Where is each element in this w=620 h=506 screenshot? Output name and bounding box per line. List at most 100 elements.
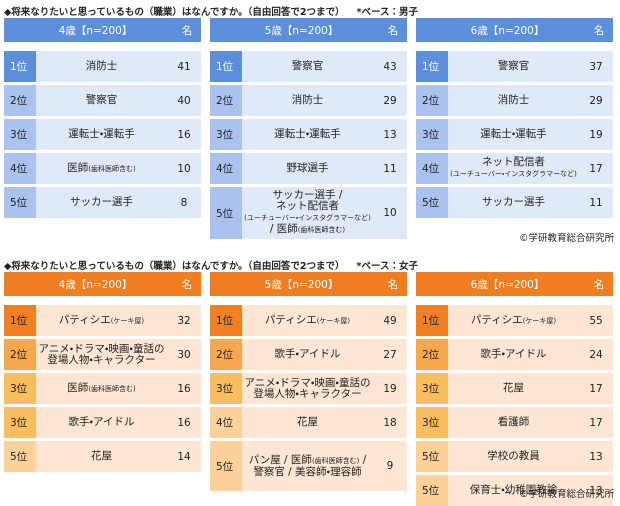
job-line: パティシエ(ケーキ屋)	[265, 314, 351, 327]
job-line: 警察官 / 美容師・理容師	[253, 465, 362, 478]
rank: 5位	[4, 441, 36, 472]
job: 警察官	[242, 51, 373, 82]
count: 43	[383, 60, 397, 73]
count: 40	[177, 94, 191, 107]
job-line: 保育士・幼稚園教諭	[469, 484, 558, 496]
header-title: 6歳【n=200】	[470, 24, 545, 37]
rank: 4位	[4, 153, 36, 184]
table-row: 4位 花屋 18	[210, 407, 407, 438]
job-text: パティシエ	[58, 313, 111, 326]
rank: 1位	[210, 305, 242, 336]
job: アニメ・ドラマ・映画・童話の 登場人物・キャラクター	[242, 373, 373, 404]
rank: 2位	[210, 85, 242, 116]
ranking-table: 4歳【n=200】 名 1位 消防士 41 2位 警察官 40 3位 運転士・運転手 16 4位 医師(…	[4, 18, 201, 239]
job-note: (歯科医師含む)	[297, 226, 346, 234]
job: 消防士	[36, 51, 167, 82]
job-text: /	[359, 453, 367, 466]
job-line: ネット配信者	[276, 200, 339, 212]
job: 花屋	[36, 441, 167, 472]
question-text: ◆将来なりたいと思っているもの（職業）はなんですか。（自由回答で2つまで）	[4, 261, 345, 272]
table-row: 2位 アニメ・ドラマ・映画・童話の 登場人物・キャラクター 30	[4, 339, 201, 370]
header-title: 4歳【n=200】	[58, 24, 133, 37]
table-row: 3位 看護師 17	[416, 407, 613, 438]
tables: 4歳【n=200】名 1位 消防士 41 2位 警察官 40 3位 運転士・運転手 16 4位 医師(…	[4, 18, 613, 239]
count: 13	[383, 128, 397, 141]
count: 18	[383, 416, 397, 429]
job-line: 花屋	[297, 416, 318, 428]
table-row: 5位 花屋 14	[4, 441, 201, 472]
rank: 5位	[416, 441, 448, 472]
table-row: 2位 歌手・アイドル 24	[416, 339, 613, 370]
job: 歌手・アイドル	[242, 339, 373, 370]
job-line: 歌手・アイドル	[480, 348, 547, 360]
ranking-table: 6歳【n=200】 名 1位 パティシエ(ケーキ屋) 55 2位 歌手・アイドル 24 3位 花屋…	[416, 272, 613, 506]
job: 警察官	[36, 85, 167, 116]
rank: 3位	[210, 373, 242, 404]
job-line: パン屋 / 医師(歯科医師含む) /	[248, 453, 367, 467]
job-line: サッカー選手	[70, 196, 133, 208]
job-note: (歯科医師含む)	[311, 456, 360, 465]
ranking-table: 6歳【n=200】名 1位 警察官 37 2位 消防士 29 3位 運転士・運転手 19 4位 ネット…	[416, 18, 613, 239]
job: 歌手・アイドル	[448, 339, 579, 370]
rank: 5位	[416, 475, 448, 506]
table-header: 4歳【n=200】 名	[4, 18, 201, 42]
job-text: パン屋 / 医師	[248, 453, 312, 466]
rank: 2位	[416, 339, 448, 370]
job: 運転士・運転手	[242, 119, 373, 150]
rank: 3位	[416, 373, 448, 404]
job-note: (歯科医師含む)	[88, 384, 136, 393]
job-note: (ケーキ屋)	[316, 316, 351, 325]
rank: 3位	[416, 119, 448, 150]
count: 10	[177, 162, 191, 175]
job: パティシエ(ケーキ屋)	[242, 305, 373, 336]
job-line: サッカー選手 /	[272, 189, 343, 201]
job: 運転士・運転手	[448, 119, 579, 150]
rank: 3位	[4, 407, 36, 438]
rank: 5位	[416, 187, 448, 218]
count: 17	[589, 382, 603, 395]
job: サッカー選手 / ネット配信者 (ユーチューバー・インスタグラマーなど) / 医師(歯…	[242, 187, 373, 239]
table-row: 2位 警察官 40	[4, 85, 201, 116]
job: 学校の教員	[448, 441, 579, 472]
count: 37	[589, 60, 603, 73]
job-text: パティシエ	[470, 313, 523, 326]
count: 11	[383, 162, 397, 175]
count: 55	[589, 314, 603, 327]
job-line: 運転士・運転手	[274, 128, 341, 140]
job: 医師(歯科医師含む)	[36, 153, 167, 184]
job: パン屋 / 医師(歯科医師含む) / 警察官 / 美容師・理容師	[242, 441, 373, 491]
ranking-table: 5歳【n=200】 名 1位 警察官 43 2位 消防士 29 3位 運転士・運転手 13 4位 野球選…	[210, 18, 407, 239]
table-row: 3位 アニメ・ドラマ・映画・童話の 登場人物・キャラクター 19	[210, 373, 407, 404]
table-row: 5位 学校の教員 13	[416, 441, 613, 472]
table-row: 2位 消防士 29	[416, 85, 613, 116]
job-text: 医師	[67, 161, 89, 174]
job-line: 運転士・運転手	[480, 128, 547, 140]
rank: 1位	[4, 305, 36, 336]
job: 花屋	[448, 373, 579, 404]
table-row: 1位 パティシエ(ケーキ屋) 55	[416, 305, 613, 336]
table-header: 4歳【n=200】 名	[4, 272, 201, 296]
table-row: 1位 消防士 41	[4, 51, 201, 82]
job-line: アニメ・ドラマ・映画・童話の	[38, 342, 165, 355]
job-note: (ケーキ屋)	[522, 316, 557, 325]
table-row: 2位 消防士 29	[210, 85, 407, 116]
job-note: (ユーチューバー・インスタグラマーなど)	[244, 214, 371, 222]
rank: 4位	[210, 153, 242, 184]
count: 16	[177, 416, 191, 429]
rank: 1位	[416, 305, 448, 336]
count: 16	[177, 128, 191, 141]
count: 13	[589, 450, 603, 463]
job-line: ネット配信者	[482, 156, 545, 168]
header-unit: 名	[593, 24, 605, 37]
job: 警察官	[448, 51, 579, 82]
job: パティシエ(ケーキ屋)	[448, 305, 579, 336]
job: 野球選手	[242, 153, 373, 184]
table-row: 5位 サッカー選手 / ネット配信者 (ユーチューバー・インスタグラマーなど) / 医師…	[210, 187, 407, 239]
header-unit: 名	[387, 24, 399, 37]
table-header: 5歳【n=200】 名	[210, 18, 407, 42]
rank: 2位	[210, 339, 242, 370]
ranking-table: 5歳【n=200】 名 1位 パティシエ(ケーキ屋) 49 2位 歌手・アイドル 27 3位 アニ…	[210, 272, 407, 506]
job-note: (歯科医師含む)	[88, 164, 136, 173]
count: 24	[589, 348, 603, 361]
table-row: 3位 運転士・運転手 19	[416, 119, 613, 150]
